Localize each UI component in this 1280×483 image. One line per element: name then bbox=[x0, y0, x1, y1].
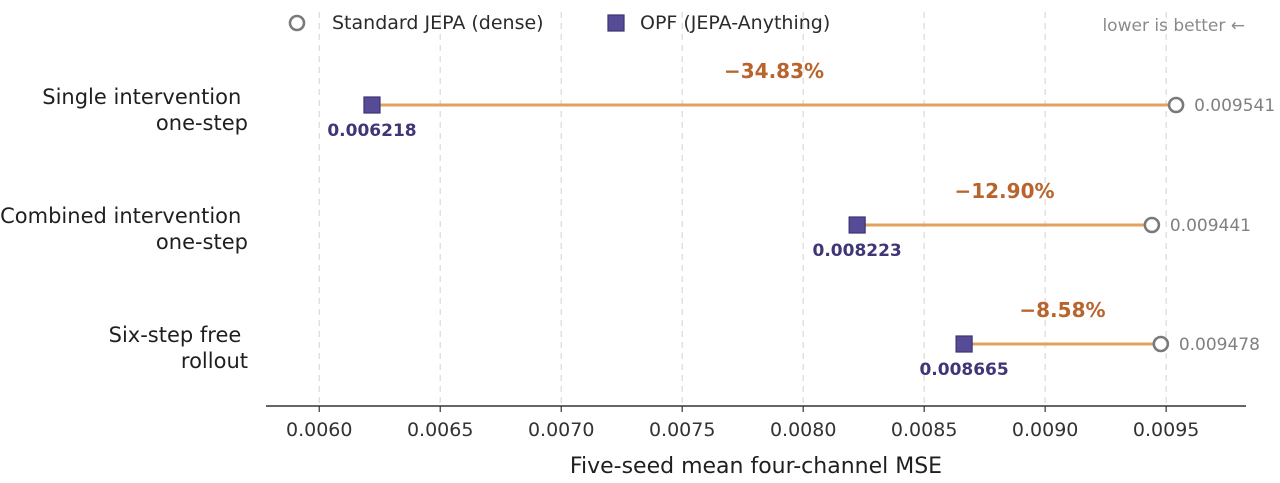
opf-marker bbox=[848, 216, 866, 234]
lower-is-better-hint: lower is better ← bbox=[1102, 16, 1245, 36]
change-label: −34.83% bbox=[724, 59, 824, 83]
legend-standard-label: Standard JEPA (dense) bbox=[332, 12, 544, 34]
x-tick-label: 0.0070 bbox=[528, 419, 594, 441]
category-label-line: Single intervention bbox=[42, 85, 241, 109]
category-labels: Single intervention one-step Combined in… bbox=[0, 85, 248, 373]
category-label-line: Combined intervention bbox=[0, 204, 241, 228]
x-tick-label: 0.0085 bbox=[891, 419, 957, 441]
opf-marker bbox=[955, 335, 973, 353]
x-axis-ticks: 0.0060 0.0065 0.0070 0.0075 0.0080 0.0085 0.00… bbox=[286, 406, 1199, 441]
category-label-line: one-step bbox=[156, 111, 248, 135]
standard-value-label: 0.009478 bbox=[1179, 335, 1260, 355]
opf-value-label: 0.008665 bbox=[919, 360, 1008, 380]
standard-value-label: 0.009541 bbox=[1194, 96, 1275, 116]
standard-value-label: 0.009441 bbox=[1170, 216, 1251, 236]
change-label: −8.58% bbox=[1019, 298, 1105, 322]
x-axis-title: Five-seed mean four-channel MSE bbox=[570, 454, 942, 479]
opf-marker bbox=[363, 96, 381, 114]
change-label: −12.90% bbox=[954, 179, 1054, 203]
standard-marker bbox=[1143, 216, 1161, 234]
x-tick-label: 0.0060 bbox=[286, 419, 352, 441]
category-label: Combined intervention one-step bbox=[0, 204, 248, 254]
category-label: Six-step free rollout bbox=[109, 323, 248, 373]
x-tick-label: 0.0090 bbox=[1012, 419, 1078, 441]
opf-value-label: 0.006218 bbox=[327, 121, 416, 141]
legend-opf-marker bbox=[607, 14, 625, 32]
opf-value-label: 0.008223 bbox=[813, 241, 902, 261]
category-label-line: rollout bbox=[181, 349, 248, 373]
data-marks: 0.009541 0.006218 −34.83% 0.009441 0.008223 −… bbox=[327, 59, 1275, 380]
category-label: Single intervention one-step bbox=[42, 85, 248, 135]
category-label-line: Six-step free bbox=[109, 323, 242, 347]
x-tick-label: 0.0080 bbox=[770, 419, 836, 441]
x-tick-label: 0.0075 bbox=[649, 419, 715, 441]
legend-standard-marker bbox=[288, 14, 306, 32]
x-tick-label: 0.0065 bbox=[407, 419, 473, 441]
legend-opf-label: OPF (JEPA-Anything) bbox=[640, 12, 830, 34]
legend: Standard JEPA (dense) OPF (JEPA-Anything… bbox=[288, 12, 830, 34]
standard-marker bbox=[1152, 335, 1170, 353]
category-label-line: one-step bbox=[156, 230, 248, 254]
x-tick-label: 0.0095 bbox=[1133, 419, 1199, 441]
standard-marker bbox=[1167, 96, 1185, 114]
